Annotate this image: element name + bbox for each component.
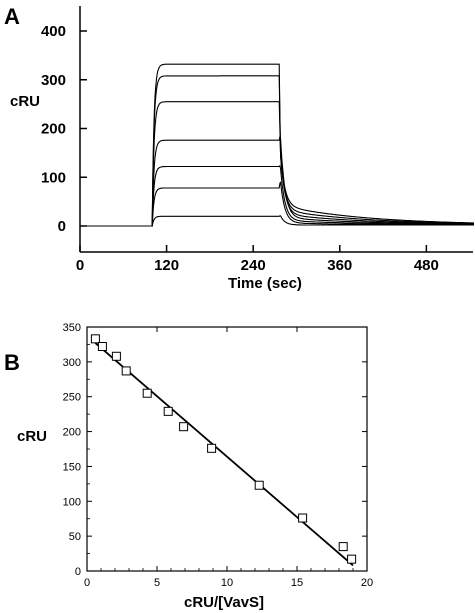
panel-a-curve [80, 63, 474, 227]
panel-a-x-tick-label: 360 [327, 257, 352, 274]
panel-b-fit-line [94, 342, 354, 567]
panel-a-y-tick-label: 200 [41, 121, 66, 138]
panel-a-x-tick-label: 480 [414, 257, 439, 274]
panel-a-y-tick-label: 100 [41, 169, 66, 186]
panel-a-curve [80, 75, 474, 227]
panel-a-curve [80, 164, 474, 227]
panel-a-curve [80, 181, 474, 227]
panel-a-letter: A [4, 4, 20, 29]
panel-b-data-point [142, 388, 152, 398]
panel-a-sensorgrams [80, 63, 474, 227]
panel-b-data-point [163, 406, 173, 416]
panel-b-y-tick-label: 200 [63, 427, 81, 439]
panel-b-points [90, 334, 357, 564]
panel-b-data-point [207, 443, 217, 453]
panel-b-x-tick-label: 10 [221, 577, 233, 589]
panel-b-letter: B [4, 350, 20, 375]
panel-b-x-tick-label: 0 [84, 577, 90, 589]
panel-b-data-point [90, 334, 100, 344]
panel-b-x-tick-label: 15 [291, 577, 303, 589]
panel-a-axes: 0 100 200 300 400 0 120 240 360 480 [41, 6, 473, 274]
panel-b-data-point [254, 480, 264, 490]
panel-a-curve [80, 101, 474, 227]
panel-b-data-point [179, 422, 189, 432]
panel-a-curve [80, 134, 474, 227]
panel-b-data-point [97, 342, 107, 352]
panel-a-y-tick-label: 300 [41, 72, 66, 89]
panel-b-y-tick-label: 250 [63, 392, 81, 404]
panel-b-y-tick-label: 100 [63, 496, 81, 508]
panel-a-x-tick-label: 120 [154, 257, 179, 274]
panel-b-y-tick-label: 0 [75, 566, 81, 578]
panel-a-x-tick-label: 0 [76, 257, 84, 274]
panel-b-y-tick-label: 350 [63, 322, 81, 334]
panel-b-x-ticks: 0 5 10 15 20 [84, 327, 373, 589]
panel-b-x-tick-label: 20 [361, 577, 373, 589]
panel-a-x-tick-label: 240 [241, 257, 266, 274]
panel-a-x-ticks: 0 120 240 360 480 [76, 245, 439, 274]
panel-b-data-point [347, 554, 357, 564]
panel-b-data-point [338, 542, 348, 552]
panel-a-y-tick-label: 0 [58, 218, 66, 235]
panel-a-y-tick-label: 400 [41, 23, 66, 40]
panel-a-y-ticks: 0 100 200 300 400 [41, 23, 87, 235]
panel-b-data-point [298, 513, 308, 523]
panel-b-x-title: cRU/[VavS] [184, 594, 264, 611]
panel-b: B 0 50 100 150 200 250 300 350 0 5 10 15 20 cRU cRU… [4, 322, 373, 611]
panel-a: A 0 100 200 300 400 0 120 240 360 480 cRU Time (… [4, 4, 474, 292]
panel-b-y-tick-label: 150 [63, 461, 81, 473]
panel-b-x-tick-label: 5 [154, 577, 160, 589]
panel-b-y-title: cRU [17, 428, 47, 445]
panel-b-frame [86, 326, 368, 572]
panel-a-y-title: cRU [10, 93, 40, 110]
panel-a-x-title: Time (sec) [228, 275, 302, 292]
panel-b-data-point [121, 366, 131, 376]
panel-b-data-point [111, 351, 121, 361]
panel-b-y-tick-label: 50 [69, 531, 81, 543]
panel-b-y-ticks: 0 50 100 150 200 250 300 350 [63, 322, 367, 578]
panel-b-y-tick-label: 300 [63, 357, 81, 369]
